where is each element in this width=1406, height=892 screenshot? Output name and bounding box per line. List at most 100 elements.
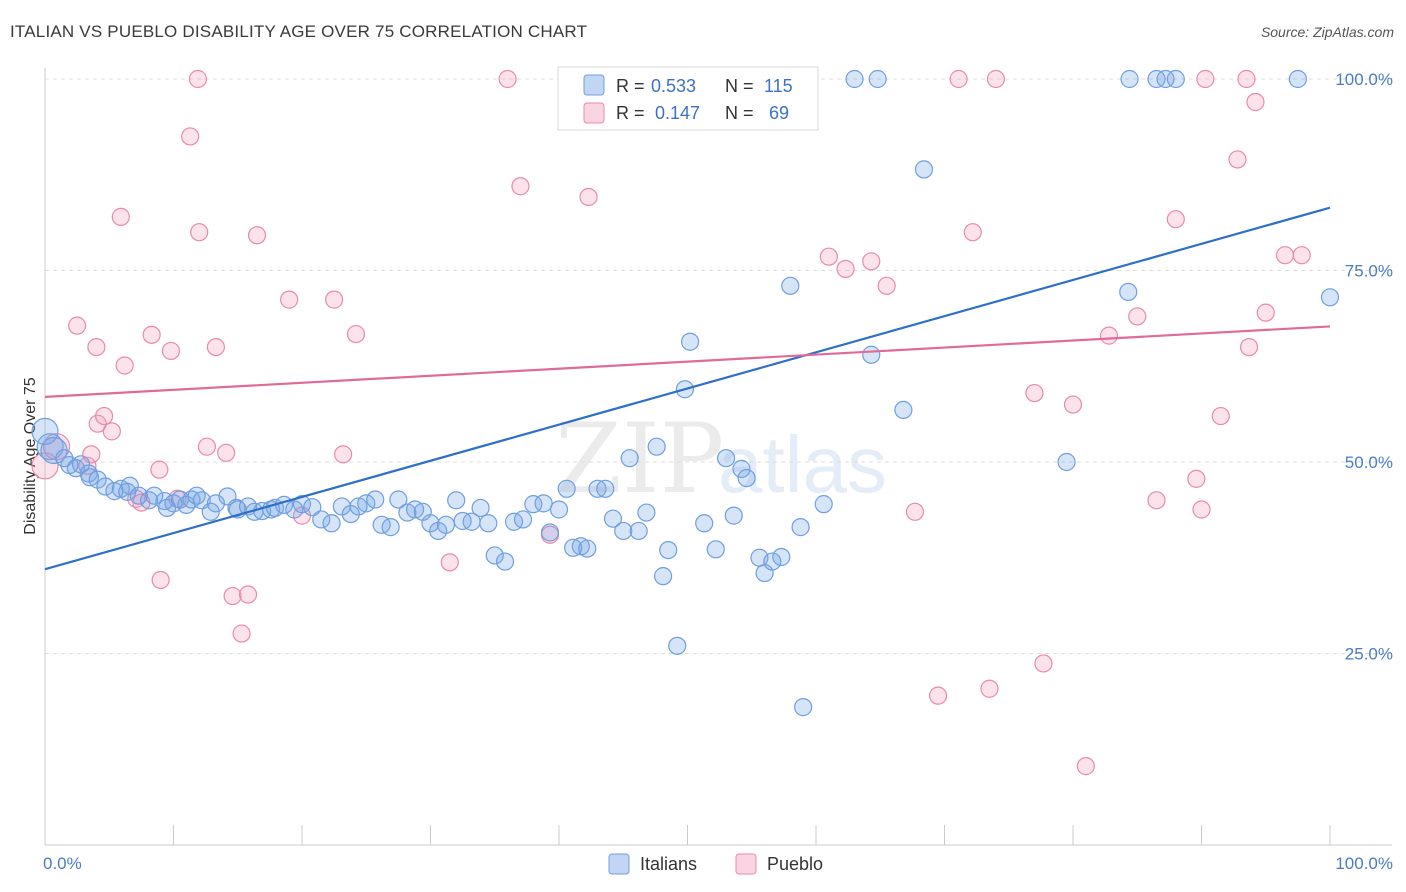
pueblo-point xyxy=(1228,150,1247,169)
italians-points xyxy=(31,69,1340,717)
italians-point xyxy=(772,547,791,567)
pueblo-point xyxy=(206,338,226,357)
italians-point xyxy=(1288,69,1307,89)
italians-point xyxy=(668,636,687,655)
italians-point xyxy=(1120,69,1139,89)
pueblo-n-value: 69 xyxy=(769,103,789,123)
pueblo-point xyxy=(188,69,208,89)
pueblo-point xyxy=(238,585,258,604)
watermark-atlas: atlas xyxy=(718,420,887,509)
x-tick-label-max: 100.0% xyxy=(1335,854,1393,873)
italians-point xyxy=(814,495,833,514)
italians-point xyxy=(620,449,639,468)
italians-point xyxy=(322,514,341,533)
italians-point xyxy=(513,510,533,529)
pueblo-point xyxy=(1275,246,1295,265)
pueblo-point xyxy=(150,460,169,479)
pueblo-point xyxy=(440,553,459,572)
pueblo-point xyxy=(232,624,251,643)
italians-point xyxy=(120,476,139,495)
italians-point xyxy=(447,491,466,510)
pueblo-point xyxy=(511,177,530,196)
italians-point xyxy=(206,494,226,513)
italians-point xyxy=(695,514,714,533)
italians-point xyxy=(421,514,440,533)
italians-point xyxy=(862,345,881,364)
italians-point xyxy=(564,538,583,557)
y-tick-label: 75.0% xyxy=(1345,262,1393,281)
italians-r-label: R = xyxy=(616,76,645,96)
pueblo-point xyxy=(905,502,925,521)
italians-point xyxy=(471,498,490,518)
x-tick-label-min: 0.0% xyxy=(43,854,82,873)
italians-point xyxy=(96,477,115,496)
italians-point xyxy=(659,540,678,560)
pueblo-point xyxy=(498,69,517,89)
italians-point xyxy=(557,479,576,498)
italians-point xyxy=(737,468,756,488)
pueblo-point xyxy=(87,338,106,357)
italians-point xyxy=(71,455,91,474)
pueblo-trend-line xyxy=(44,325,1331,398)
italians-point xyxy=(914,160,934,179)
pueblo-point xyxy=(42,433,71,461)
italians-point xyxy=(1057,452,1076,472)
pueblo-point xyxy=(1128,307,1147,326)
italians-r-value: 0.533 xyxy=(651,76,696,96)
pueblo-point xyxy=(1196,69,1215,89)
italians-point xyxy=(732,459,751,478)
pueblo-point xyxy=(980,679,999,698)
pueblo-point xyxy=(819,247,838,266)
pueblo-point xyxy=(197,437,217,456)
italians-point xyxy=(389,490,408,509)
italians-point xyxy=(312,510,331,529)
y-tick-labels: 25.0% 50.0% 75.0% 100.0% xyxy=(1335,70,1393,664)
italians-point xyxy=(716,449,736,468)
italians-point xyxy=(366,490,385,509)
pueblo-point xyxy=(95,406,114,426)
italians-point xyxy=(479,514,498,533)
pueblo-point xyxy=(1063,395,1083,414)
pueblo-point xyxy=(1147,491,1166,510)
italians-point xyxy=(88,470,107,489)
pueblo-point xyxy=(151,570,170,590)
italians-point xyxy=(292,495,312,514)
pueblo-point xyxy=(1034,654,1053,673)
pueblo-point xyxy=(1256,303,1275,322)
pueblo-point xyxy=(1292,246,1311,265)
stats-legend: R = 0.533 N = 115 R = 0.147 N = 69 xyxy=(557,66,819,131)
pueblo-point xyxy=(190,223,209,242)
italians-point xyxy=(637,503,656,522)
pueblo-point xyxy=(877,276,896,295)
pueblo-point xyxy=(102,422,121,441)
italians-point xyxy=(436,515,456,534)
pueblo-points xyxy=(31,69,1311,776)
italians-n-label: N = xyxy=(725,76,754,96)
italians-point xyxy=(647,437,666,456)
italians-point xyxy=(1156,69,1175,89)
italians-point xyxy=(381,518,400,537)
bottom-legend-pueblo-swatch xyxy=(735,853,757,875)
italians-point xyxy=(588,479,607,498)
pueblo-point xyxy=(217,443,236,462)
italians-point xyxy=(763,552,782,571)
italians-point xyxy=(357,494,376,513)
pueblo-point xyxy=(1192,500,1211,519)
bottom-legend: Italians Pueblo xyxy=(608,853,823,875)
watermark: ZIP atlas xyxy=(555,403,887,515)
italians-point xyxy=(794,698,813,717)
y-tick-label: 100.0% xyxy=(1335,70,1393,89)
italians-point xyxy=(680,332,700,351)
pueblo-point xyxy=(1076,757,1095,776)
pueblo-point xyxy=(1025,383,1044,403)
watermark-zip: ZIP xyxy=(555,403,724,515)
pueblo-point xyxy=(862,252,881,271)
pueblo-r-value: 0.147 xyxy=(655,103,700,123)
pueblo-point xyxy=(346,324,366,344)
pueblo-n-label: N = xyxy=(725,103,754,123)
pueblo-point xyxy=(161,341,181,361)
italians-point xyxy=(706,540,725,559)
stats-legend-box xyxy=(557,66,819,131)
y-tick-label: 25.0% xyxy=(1345,645,1393,664)
